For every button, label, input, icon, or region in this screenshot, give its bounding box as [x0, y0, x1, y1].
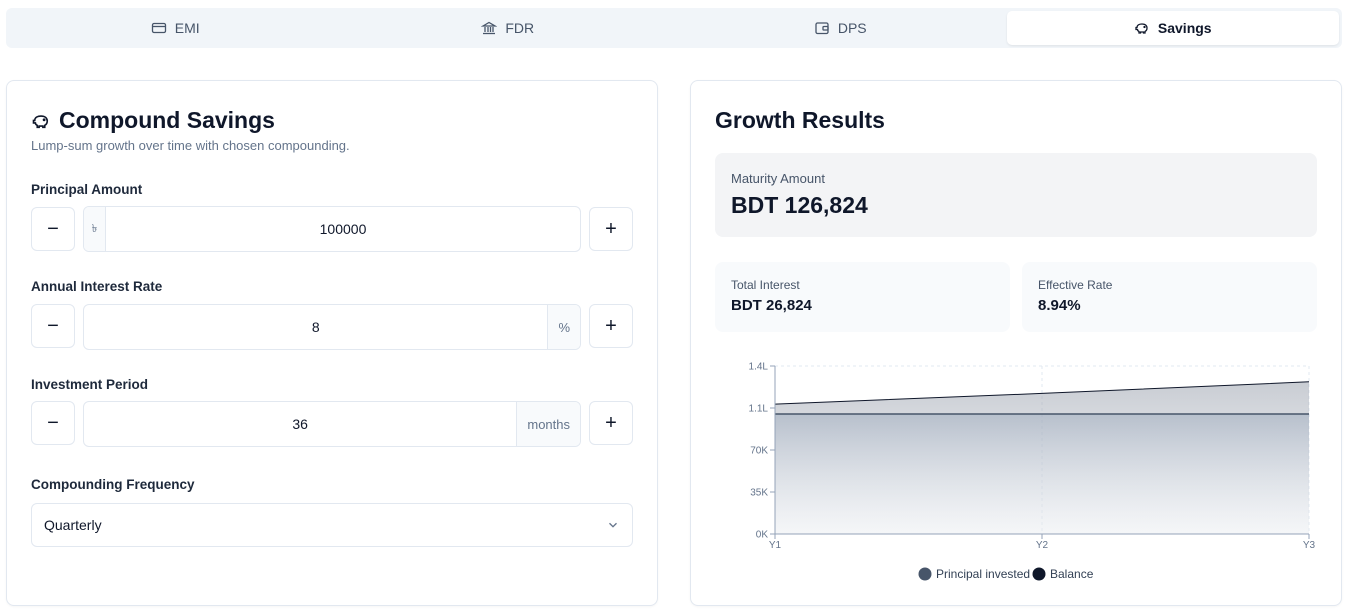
rate-input[interactable]: 8 %	[83, 304, 581, 350]
rate-increment-button[interactable]: +	[589, 304, 633, 348]
chart-areas	[774, 381, 1310, 534]
tab-savings-label: Savings	[1157, 20, 1212, 36]
y-tick-label: 70K	[750, 446, 768, 457]
growth-results-card: Growth Results Maturity Amount BDT 126,8…	[690, 80, 1342, 606]
effective-rate-value: 8.94%	[1038, 297, 1081, 314]
series-line-balance	[774, 381, 1310, 405]
principal-value: 100000	[319, 221, 367, 237]
rate-label: Annual Interest Rate	[31, 279, 163, 294]
tab-emi-label: EMI	[174, 20, 200, 36]
y-tick-label: 35K	[750, 488, 768, 499]
tab-emi[interactable]: EMI	[9, 11, 342, 45]
maturity-amount-box: Maturity Amount BDT 126,824	[715, 153, 1317, 237]
form-header: Compound Savings	[31, 107, 275, 134]
form-subtitle: Lump-sum growth over time with chosen co…	[31, 138, 350, 153]
principal-decrement-button[interactable]: −	[31, 207, 75, 251]
tab-savings[interactable]: Savings	[1006, 11, 1339, 45]
total-interest-box: Total Interest BDT 26,824	[715, 262, 1010, 332]
legend-swatch	[1032, 567, 1046, 581]
principal-input[interactable]: ৳ 100000	[83, 206, 581, 252]
rate-value: 8	[311, 319, 320, 335]
total-interest-value: BDT 26,824	[731, 297, 812, 314]
tab-dps-label: DPS	[837, 20, 867, 36]
effective-rate-label: Effective Rate	[1038, 278, 1113, 292]
period-increment-button[interactable]: +	[589, 401, 633, 445]
form-title: Compound Savings	[59, 107, 275, 133]
piggy-bank-icon	[1135, 23, 1148, 34]
results-title: Growth Results	[715, 107, 885, 133]
tab-dps[interactable]: DPS	[674, 11, 1007, 45]
frequency-select[interactable]: Quarterly	[31, 503, 633, 547]
bank-icon	[481, 21, 498, 35]
period-label: Investment Period	[31, 377, 149, 392]
period-decrement-button[interactable]: −	[31, 401, 75, 445]
legend-swatch	[918, 567, 932, 581]
x-tick-label: Y1	[769, 540, 782, 551]
months-suffix: months	[516, 402, 580, 446]
principal-increment-button[interactable]: +	[589, 207, 633, 251]
series-area-principal	[775, 414, 1309, 534]
chart-legend: Principal invested Balance	[918, 567, 1094, 581]
wallet-icon	[815, 22, 829, 35]
savings-form-card: Compound Savings Lump-sum growth over ti…	[6, 80, 658, 606]
percent-suffix: %	[547, 305, 580, 349]
chevron-down-icon	[609, 522, 617, 528]
currency-prefix: ৳	[84, 207, 106, 251]
rate-decrement-button[interactable]: −	[31, 304, 75, 348]
effective-rate-box: Effective Rate 8.94%	[1022, 262, 1317, 332]
y-tick-label: 1.4L	[749, 362, 769, 373]
piggy-bank-icon	[32, 114, 49, 128]
calculator-tabs: EMI FDR DPS Savings	[6, 8, 1342, 48]
y-tick-label: 1.1L	[749, 404, 769, 415]
maturity-value: BDT 126,824	[731, 192, 868, 218]
frequency-value: Quarterly	[44, 517, 102, 533]
total-interest-label: Total Interest	[731, 278, 800, 292]
principal-label: Principal Amount	[31, 182, 143, 197]
legend-label: Principal invested	[936, 567, 1030, 581]
credit-card-icon	[151, 22, 166, 34]
x-tick-label: Y3	[1303, 540, 1316, 551]
tab-fdr[interactable]: FDR	[342, 11, 675, 45]
chart-axes: 0K 35K 70K 1.1L 1.4L Y1 Y2 Y3	[749, 362, 1316, 552]
legend-label: Balance	[1050, 567, 1094, 581]
period-value: 36	[292, 416, 308, 432]
maturity-label: Maturity Amount	[731, 171, 825, 186]
y-tick-label: 0K	[756, 530, 769, 541]
growth-chart: 0K 35K 70K 1.1L 1.4L Y1 Y2 Y3 Principal investe…	[749, 362, 1316, 582]
x-tick-label: Y2	[1036, 540, 1049, 551]
frequency-label: Compounding Frequency	[31, 477, 195, 492]
tab-fdr-label: FDR	[505, 20, 535, 36]
period-input[interactable]: 36 months	[83, 401, 581, 447]
